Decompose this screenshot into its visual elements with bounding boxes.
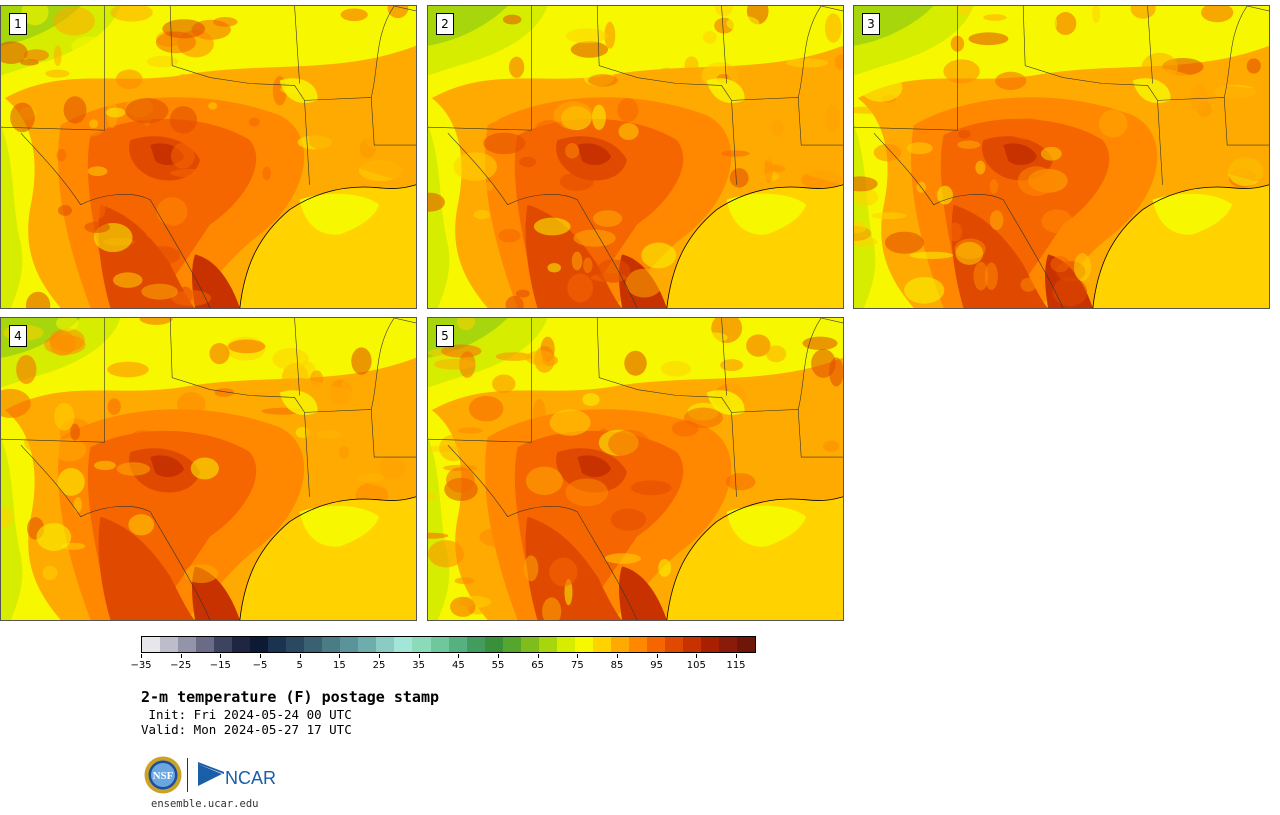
colorbar-swatch: [574, 637, 593, 652]
colorbar-swatch: [628, 637, 647, 652]
colorbar-swatch: [502, 637, 521, 652]
colorbar-tick: [220, 654, 222, 658]
colorbar-tick: [299, 654, 301, 658]
colorbar-tick-label: −5: [252, 660, 268, 671]
colorbar-tick: [577, 654, 579, 658]
temperature-map: [854, 6, 1269, 308]
colorbar-swatch: [304, 637, 323, 652]
colorbar-swatch: [682, 637, 701, 652]
member-number-label: 1: [9, 13, 27, 35]
colorbar-swatch: [142, 637, 161, 652]
nsf-logo-text: NSF: [153, 770, 174, 782]
colorbar-tick: [180, 654, 182, 658]
logo-divider: [187, 758, 188, 792]
colorbar-swatch: [178, 637, 197, 652]
temperature-map: [1, 318, 416, 620]
ncar-logo: NCAR: [198, 762, 276, 788]
stamp-panel-1: 1: [0, 5, 417, 309]
colorbar-tick: [458, 654, 460, 658]
colorbar-tick-label: 115: [726, 660, 746, 671]
stamp-panel-3: 3: [853, 5, 1270, 309]
colorbar-swatch: [484, 637, 503, 652]
colorbar-swatch: [160, 637, 179, 652]
colorbar-tick-label: −25: [170, 660, 192, 671]
colorbar-tick: [656, 654, 658, 658]
colorbar-swatch: [520, 637, 539, 652]
colorbar-tick: [617, 654, 618, 658]
colorbar-swatch: [610, 637, 629, 652]
temperature-map: [428, 6, 843, 308]
init-time: Init: Fri 2024-05-24 00 UTC: [141, 707, 352, 722]
colorbar-tick: [696, 654, 698, 658]
colorbar-tick-label: 105: [686, 660, 706, 671]
colorbar-swatch: [286, 637, 305, 652]
nsf-logo: NSF: [144, 756, 182, 794]
colorbar-tick: [339, 654, 341, 658]
colorbar-swatch: [322, 637, 341, 652]
colorbar-tick: [537, 654, 539, 658]
colorbar-swatch: [376, 637, 395, 652]
plot-title: 2-m temperature (F) postage stamp: [141, 688, 440, 706]
colorbar-tick-label: −15: [209, 660, 231, 671]
temperature-colorbar: [141, 636, 756, 654]
colorbar-swatch: [412, 637, 431, 652]
colorbar-tick: [736, 654, 737, 658]
colorbar-swatch: [664, 637, 683, 652]
member-number-label: 5: [436, 325, 454, 347]
colorbar-tick: [260, 654, 261, 658]
colorbar-swatch: [268, 637, 287, 652]
temperature-map: [1, 6, 416, 308]
colorbar-tick-label: 85: [610, 660, 624, 671]
colorbar-tick-label: −35: [130, 660, 152, 671]
colorbar-tick-label: 45: [451, 660, 465, 671]
stamp-panel-5: 5: [427, 317, 844, 621]
colorbar-swatch: [430, 637, 449, 652]
colorbar-tick: [418, 654, 420, 658]
colorbar-tick-label: 15: [332, 660, 346, 671]
member-number-label: 3: [862, 13, 880, 35]
colorbar-tick-label: 65: [531, 660, 545, 671]
colorbar-swatch: [466, 637, 485, 652]
colorbar-swatch: [250, 637, 269, 652]
colorbar-tick-label: 75: [570, 660, 584, 671]
colorbar-swatches: [141, 636, 756, 653]
colorbar-swatch: [592, 637, 611, 652]
footer-url: ensemble.ucar.edu: [151, 798, 259, 810]
temperature-map: [428, 318, 843, 620]
member-number-label: 2: [436, 13, 454, 35]
colorbar-swatch: [358, 637, 377, 652]
colorbar-tick-label: 35: [412, 660, 426, 671]
colorbar-swatch: [448, 637, 467, 652]
colorbar-tick-label: 95: [650, 660, 664, 671]
colorbar-swatch: [719, 637, 738, 652]
colorbar-swatch: [556, 637, 575, 652]
stamp-panel-2: 2: [427, 5, 844, 309]
colorbar-tick: [498, 654, 499, 658]
colorbar-swatch: [196, 637, 215, 652]
colorbar-ticks: −35 −25 −15 −5 5 15 25 35 45 55 65 75 85 95 105 115: [130, 654, 756, 674]
colorbar-swatch: [214, 637, 233, 652]
colorbar-swatch: [538, 637, 557, 652]
stamp-panel-4: 4: [0, 317, 417, 621]
colorbar-tick-label: 55: [491, 660, 505, 671]
colorbar-tick: [141, 654, 142, 658]
member-number-label: 4: [9, 325, 27, 347]
colorbar-swatch: [737, 637, 756, 652]
colorbar-swatch: [232, 637, 251, 652]
colorbar-swatch: [700, 637, 719, 652]
colorbar-tick-label: 5: [296, 660, 303, 671]
colorbar-swatch: [646, 637, 665, 652]
colorbar-swatch: [394, 637, 413, 652]
colorbar-swatch: [340, 637, 359, 652]
sponsor-logos: NSF NCAR: [144, 756, 284, 796]
colorbar-tick: [379, 654, 380, 658]
valid-time: Valid: Mon 2024-05-27 17 UTC: [141, 722, 352, 737]
ncar-logo-text: NCAR: [225, 768, 276, 788]
colorbar-tick-label: 25: [372, 660, 386, 671]
